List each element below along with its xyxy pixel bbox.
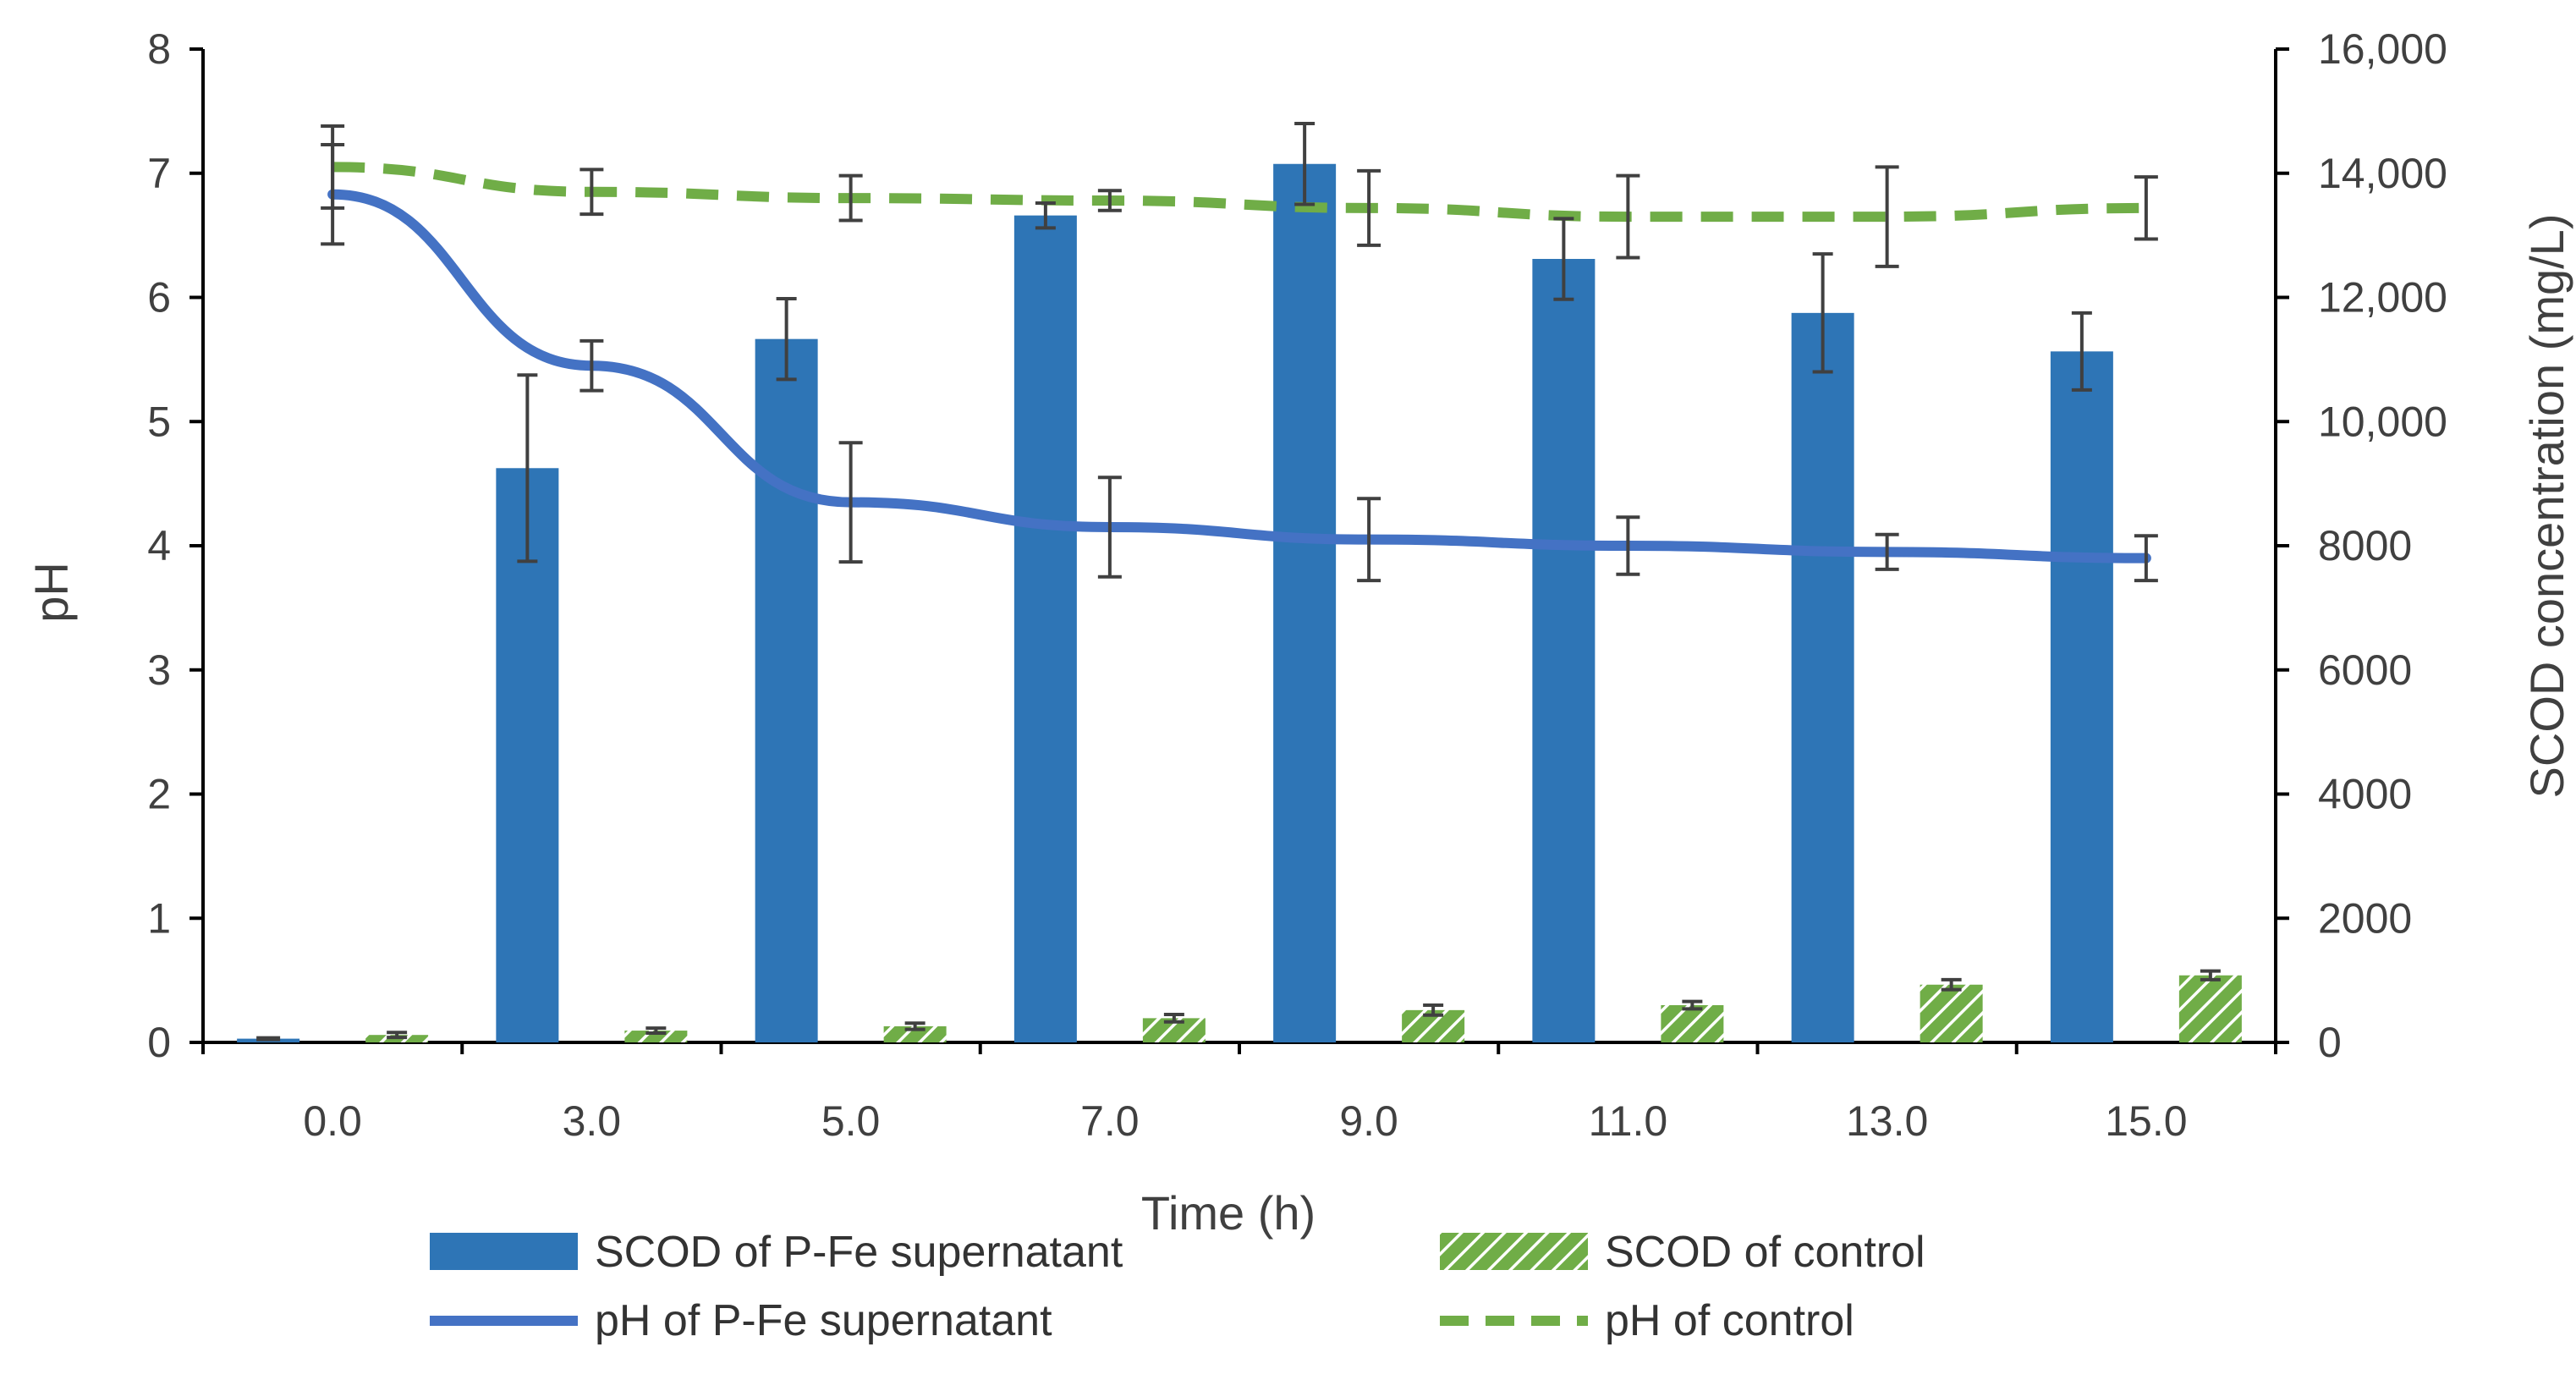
- y-left-tick-label: 7: [147, 150, 171, 197]
- y-right-tick-label: 16,000: [2318, 25, 2447, 73]
- bar-scod-control: [624, 1031, 688, 1042]
- x-tick-label: 11.0: [1589, 1097, 1668, 1145]
- y-left-tick-label: 2: [147, 771, 171, 818]
- y-right-tick-label: 12,000: [2318, 274, 2447, 322]
- bar-scod-control: [883, 1025, 947, 1042]
- legend-label: SCOD of control: [1605, 1228, 1925, 1277]
- bar-scod-control: [2178, 975, 2242, 1042]
- y-right-tick-label: 0: [2318, 1019, 2342, 1066]
- y-axis-right-title: SCOD concentration (mg/L): [2520, 214, 2573, 799]
- bar-scod-pfe: [496, 468, 559, 1042]
- bar-scod-pfe: [755, 338, 818, 1042]
- line-ph-control: [332, 162, 2146, 223]
- y-left-tick-label: 4: [147, 522, 171, 569]
- x-tick-label: 13.0: [1846, 1097, 1928, 1145]
- legend-label: pH of P-Fe supernatant: [595, 1296, 1052, 1345]
- bar-scod-pfe: [1791, 312, 1854, 1042]
- y-left-tick-label: 6: [147, 274, 171, 322]
- y-right-tick-label: 10,000: [2318, 398, 2447, 445]
- x-tick-label: 7.0: [1080, 1097, 1140, 1145]
- y-left-tick-label: 5: [147, 398, 171, 445]
- bar-scod-control: [1920, 984, 1983, 1042]
- y-right-tick-label: 8000: [2318, 522, 2412, 569]
- x-tick-label: 5.0: [821, 1097, 881, 1145]
- legend-swatch-hatched-bar: [1440, 1233, 1588, 1270]
- bar-scod-pfe: [1273, 163, 1337, 1042]
- lines: [327, 162, 2151, 564]
- y-left-tick-label: 3: [147, 646, 171, 694]
- x-axis-title: Time (h): [1141, 1186, 1315, 1240]
- y-right-tick-label: 4000: [2318, 771, 2412, 818]
- bars: [237, 163, 2242, 1042]
- bar-scod-pfe: [2050, 351, 2113, 1042]
- x-tick-label: 3.0: [563, 1097, 622, 1145]
- x-tick-label: 0.0: [303, 1097, 362, 1145]
- y-left-tick-label: 1: [147, 894, 171, 942]
- y-left-tick-label: 8: [147, 25, 171, 73]
- bar-scod-control: [1661, 1004, 1724, 1042]
- x-tick-label: 9.0: [1339, 1097, 1398, 1145]
- error-bars: [256, 122, 2221, 1042]
- legend: SCOD of P-Fe supernatant SCOD of control p…: [430, 1228, 1925, 1345]
- y-right-tick-label: 14,000: [2318, 150, 2447, 197]
- line-ph-pfe: [327, 189, 2151, 564]
- x-tick-label: 15.0: [2105, 1097, 2187, 1145]
- y-right-tick-label: 2000: [2318, 894, 2412, 942]
- tick-labels: 0 1 2 3 4 5 6 7 8 0 2000 4000 6000 8000 10,000 12,000 14…: [147, 25, 2447, 1145]
- bar-scod-pfe: [1013, 215, 1077, 1042]
- y-right-tick-label: 6000: [2318, 646, 2412, 694]
- legend-swatch-bar: [430, 1233, 578, 1270]
- bar-scod-pfe: [1532, 259, 1596, 1042]
- legend-label: SCOD of P-Fe supernatant: [595, 1228, 1123, 1277]
- y-left-tick-label: 0: [147, 1019, 171, 1066]
- legend-label: pH of control: [1605, 1296, 1854, 1345]
- y-axis-left-title: pH: [25, 562, 78, 623]
